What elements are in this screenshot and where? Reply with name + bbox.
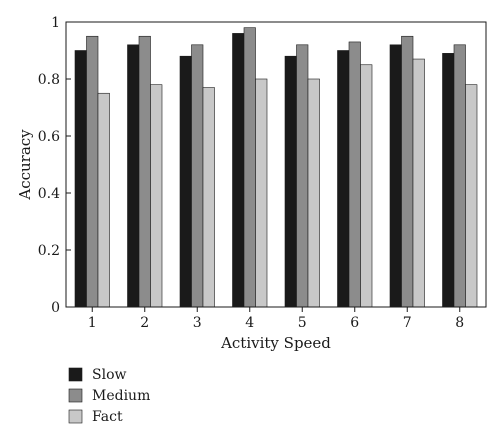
bar-slow-6 xyxy=(337,50,350,308)
bar-medium-6 xyxy=(348,41,361,308)
bar-slow-8 xyxy=(442,53,455,308)
legend-label-slow: Slow xyxy=(92,367,126,383)
x-tick-label: 8 xyxy=(455,315,464,331)
bar-slow-2 xyxy=(127,44,140,308)
x-tick-label: 7 xyxy=(403,315,412,331)
x-axis: 1 2 3 4 5 6 7 8 xyxy=(88,307,464,331)
plot-frame xyxy=(65,21,487,308)
bar-medium-1 xyxy=(86,35,99,308)
bar-slow-5 xyxy=(284,55,297,308)
bar-fact-1 xyxy=(97,92,110,308)
bar-medium-3 xyxy=(191,44,204,308)
bar-medium-4 xyxy=(243,27,256,308)
y-tick-label: 1 xyxy=(51,15,60,31)
bar-slow-4 xyxy=(232,33,245,308)
x-axis-title: Activity Speed xyxy=(220,334,331,352)
bars-group xyxy=(74,27,478,308)
bar-medium-8 xyxy=(453,44,466,308)
y-tick-label: 0.8 xyxy=(38,72,60,88)
bar-slow-7 xyxy=(389,44,402,308)
y-tick-label: 0.2 xyxy=(38,243,60,259)
legend-swatch-slow xyxy=(68,367,83,382)
x-tick-label: 2 xyxy=(140,315,149,331)
x-tick-label: 4 xyxy=(245,315,254,331)
legend: Slow Medium Fact xyxy=(68,367,150,425)
legend-swatch-fact xyxy=(68,409,83,424)
bar-slow-1 xyxy=(74,50,87,308)
bar-medium-7 xyxy=(401,35,414,308)
bar-fact-4 xyxy=(255,78,268,308)
bar-fact-2 xyxy=(150,84,163,308)
bar-slow-3 xyxy=(179,55,192,308)
legend-label-medium: Medium xyxy=(92,388,150,404)
bar-fact-3 xyxy=(202,87,215,308)
x-tick-label: 5 xyxy=(298,315,307,331)
legend-swatch-medium xyxy=(68,388,83,403)
bar-fact-5 xyxy=(307,78,320,308)
legend-label-fact: Fact xyxy=(92,409,123,425)
y-tick-label: 0.4 xyxy=(38,186,60,202)
x-tick-label: 6 xyxy=(350,315,359,331)
y-axis: 0 0.2 0.4 0.6 0.8 1 xyxy=(38,15,71,316)
y-axis-title: Accuracy xyxy=(16,129,34,201)
bar-medium-5 xyxy=(296,44,309,308)
y-tick-label: 0.6 xyxy=(38,129,60,145)
bar-fact-8 xyxy=(465,84,478,308)
x-tick-label: 1 xyxy=(88,315,97,331)
y-tick-label: 0 xyxy=(51,300,60,316)
bar-fact-7 xyxy=(412,58,425,308)
bar-medium-2 xyxy=(138,35,151,308)
x-tick-label: 3 xyxy=(193,315,202,331)
bar-fact-6 xyxy=(360,64,373,308)
